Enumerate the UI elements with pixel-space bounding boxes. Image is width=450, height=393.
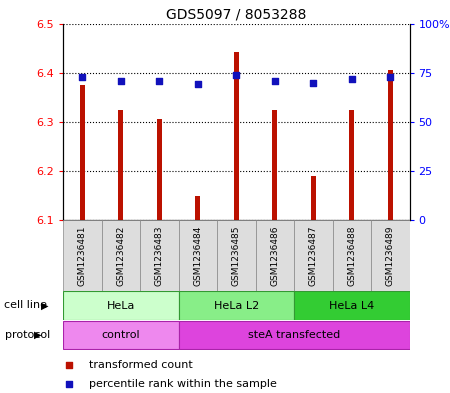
Bar xyxy=(350,110,354,220)
Text: GSM1236488: GSM1236488 xyxy=(347,225,356,286)
Text: GSM1236481: GSM1236481 xyxy=(78,225,87,286)
Text: GSM1236484: GSM1236484 xyxy=(193,225,202,286)
Text: HeLa L4: HeLa L4 xyxy=(329,301,374,310)
Title: GDS5097 / 8053288: GDS5097 / 8053288 xyxy=(166,7,306,21)
Point xyxy=(310,79,317,86)
Point xyxy=(117,77,124,84)
Text: GSM1236485: GSM1236485 xyxy=(232,225,241,286)
Text: GSM1236489: GSM1236489 xyxy=(386,225,395,286)
FancyBboxPatch shape xyxy=(333,220,371,291)
Point xyxy=(156,77,163,84)
Text: ▶: ▶ xyxy=(41,300,49,310)
Bar xyxy=(388,70,392,220)
FancyBboxPatch shape xyxy=(179,220,217,291)
Bar xyxy=(195,196,200,220)
Text: GSM1236486: GSM1236486 xyxy=(270,225,279,286)
FancyBboxPatch shape xyxy=(63,220,102,291)
Text: percentile rank within the sample: percentile rank within the sample xyxy=(89,379,276,389)
FancyBboxPatch shape xyxy=(256,220,294,291)
Text: control: control xyxy=(101,330,140,340)
FancyBboxPatch shape xyxy=(63,321,179,349)
Bar xyxy=(157,119,162,220)
Point xyxy=(348,75,356,82)
Text: HeLa L2: HeLa L2 xyxy=(214,301,259,310)
Bar xyxy=(234,52,238,220)
FancyBboxPatch shape xyxy=(63,292,179,320)
Text: GSM1236483: GSM1236483 xyxy=(155,225,164,286)
FancyBboxPatch shape xyxy=(140,220,179,291)
Point xyxy=(271,77,279,84)
FancyBboxPatch shape xyxy=(294,220,333,291)
Text: HeLa: HeLa xyxy=(107,301,135,310)
Text: steA transfected: steA transfected xyxy=(248,330,340,340)
FancyBboxPatch shape xyxy=(371,220,410,291)
FancyBboxPatch shape xyxy=(294,292,410,320)
Point xyxy=(387,73,394,80)
Text: cell line: cell line xyxy=(4,300,48,310)
FancyBboxPatch shape xyxy=(217,220,256,291)
Text: ▶: ▶ xyxy=(34,330,41,340)
Bar xyxy=(80,85,85,220)
Text: protocol: protocol xyxy=(4,330,50,340)
Bar xyxy=(311,176,315,220)
Text: GSM1236487: GSM1236487 xyxy=(309,225,318,286)
Bar xyxy=(272,110,277,220)
Bar xyxy=(118,110,123,220)
Text: GSM1236482: GSM1236482 xyxy=(116,225,125,286)
Point xyxy=(79,73,86,80)
FancyBboxPatch shape xyxy=(179,292,294,320)
Point xyxy=(65,381,72,387)
FancyBboxPatch shape xyxy=(102,220,140,291)
Point xyxy=(233,72,240,78)
FancyBboxPatch shape xyxy=(179,321,410,349)
Point xyxy=(65,362,72,368)
Point xyxy=(194,81,201,88)
Text: transformed count: transformed count xyxy=(89,360,192,370)
